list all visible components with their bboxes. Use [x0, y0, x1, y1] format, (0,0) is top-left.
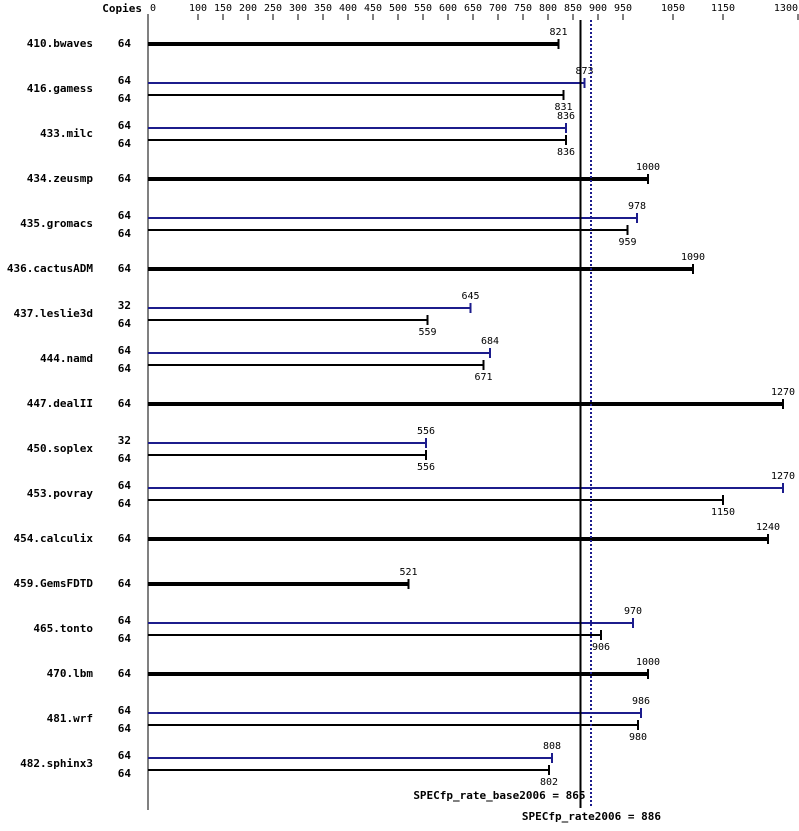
copies-label: 64	[118, 262, 132, 275]
value-label: 1150	[711, 507, 735, 518]
copies-label: 32	[118, 434, 131, 447]
copies-label: 64	[118, 397, 132, 410]
x-tick-label: 200	[239, 3, 257, 14]
reference-label: SPECfp_rate_base2006 = 865	[413, 789, 585, 802]
value-label: 1240	[756, 522, 780, 533]
copies-label: 64	[118, 749, 132, 762]
value-label: 959	[618, 237, 636, 248]
copies-label: 64	[118, 452, 132, 465]
value-label: 1270	[771, 471, 795, 482]
copies-label: 64	[118, 137, 132, 150]
benchmark-label: 454.calculix	[14, 532, 94, 545]
copies-label: 64	[118, 119, 132, 132]
value-label: 873	[575, 66, 593, 77]
value-label: 980	[629, 732, 647, 743]
value-label: 1090	[681, 252, 705, 263]
copies-label: 64	[118, 74, 132, 87]
benchmark-label: 436.cactusADM	[7, 262, 93, 275]
copies-label: 64	[118, 92, 132, 105]
copies-label: 64	[118, 172, 132, 185]
value-label: 821	[549, 27, 567, 38]
value-label: 521	[399, 567, 417, 578]
copies-label: 64	[118, 577, 132, 590]
x-tick-label: 750	[514, 3, 532, 14]
x-tick-label: 1150	[711, 3, 735, 14]
copies-label: 64	[118, 532, 132, 545]
benchmark-label: 470.lbm	[47, 667, 94, 680]
copies-label: 64	[118, 317, 132, 330]
copies-label: 64	[118, 37, 132, 50]
benchmark-label: 481.wrf	[47, 712, 93, 725]
copies-label: 64	[118, 344, 132, 357]
benchmark-label: 447.dealII	[27, 397, 93, 410]
x-tick-label: 250	[264, 3, 282, 14]
value-label: 802	[540, 777, 558, 788]
copies-label: 64	[118, 767, 132, 780]
copies-label: 64	[118, 704, 132, 717]
value-label: 1270	[771, 387, 795, 398]
x-tick-label: 500	[389, 3, 407, 14]
x-tick-label: 550	[414, 3, 432, 14]
x-tick-label: 900	[589, 3, 607, 14]
x-tick-label: 300	[289, 3, 307, 14]
copies-label: 64	[118, 209, 132, 222]
value-label: 1000	[636, 657, 660, 668]
copies-label: 64	[118, 479, 132, 492]
value-label: 559	[418, 327, 436, 338]
x-tick-label: 450	[364, 3, 382, 14]
x-tick-label: 850	[564, 3, 582, 14]
x-tick-label: 150	[214, 3, 232, 14]
copies-label: 64	[118, 722, 132, 735]
benchmark-label: 434.zeusmp	[27, 172, 94, 185]
benchmark-label: 416.gamess	[27, 82, 93, 95]
benchmark-label: 444.namd	[40, 352, 93, 365]
x-tick-label: 800	[539, 3, 557, 14]
benchmark-label: 482.sphinx3	[20, 757, 93, 770]
value-label: 831	[554, 102, 572, 113]
benchmark-label: 450.soplex	[27, 442, 94, 455]
copies-label: 64	[118, 614, 132, 627]
value-label: 671	[474, 372, 492, 383]
copies-label: 64	[118, 497, 132, 510]
copies-label: 32	[118, 299, 131, 312]
x-tick-label: 400	[339, 3, 357, 14]
x-tick-label: 600	[439, 3, 457, 14]
value-label: 970	[624, 606, 642, 617]
reference-label: SPECfp_rate2006 = 886	[522, 810, 661, 823]
value-label: 836	[557, 147, 575, 158]
benchmark-label: 459.GemsFDTD	[14, 577, 94, 590]
benchmark-label: 453.povray	[27, 487, 94, 500]
x-tick-label: 1050	[661, 3, 685, 14]
x-tick-label: 950	[614, 3, 632, 14]
value-label: 808	[543, 741, 561, 752]
x-tick-label: 0	[150, 3, 156, 14]
benchmark-label: 410.bwaves	[27, 37, 93, 50]
copies-label: 64	[118, 227, 132, 240]
copies-label: 64	[118, 362, 132, 375]
copies-label: 64	[118, 632, 132, 645]
value-label: 684	[481, 336, 499, 347]
benchmark-label: 437.leslie3d	[14, 307, 93, 320]
value-label: 978	[628, 201, 646, 212]
value-label: 556	[417, 462, 435, 473]
copies-label: 64	[118, 667, 132, 680]
value-label: 836	[557, 111, 575, 122]
copies-header: Copies	[102, 2, 142, 15]
x-tick-label: 350	[314, 3, 332, 14]
value-label: 556	[417, 426, 435, 437]
value-label: 645	[461, 291, 479, 302]
x-tick-label: 100	[189, 3, 207, 14]
value-label: 986	[632, 696, 650, 707]
benchmark-label: 433.milc	[40, 127, 93, 140]
x-tick-label: 1300	[774, 3, 798, 14]
benchmark-label: 465.tonto	[33, 622, 93, 635]
value-label: 906	[592, 642, 610, 653]
benchmark-label: 435.gromacs	[20, 217, 93, 230]
value-label: 1000	[636, 162, 660, 173]
x-tick-label: 700	[489, 3, 507, 14]
x-tick-label: 650	[464, 3, 482, 14]
